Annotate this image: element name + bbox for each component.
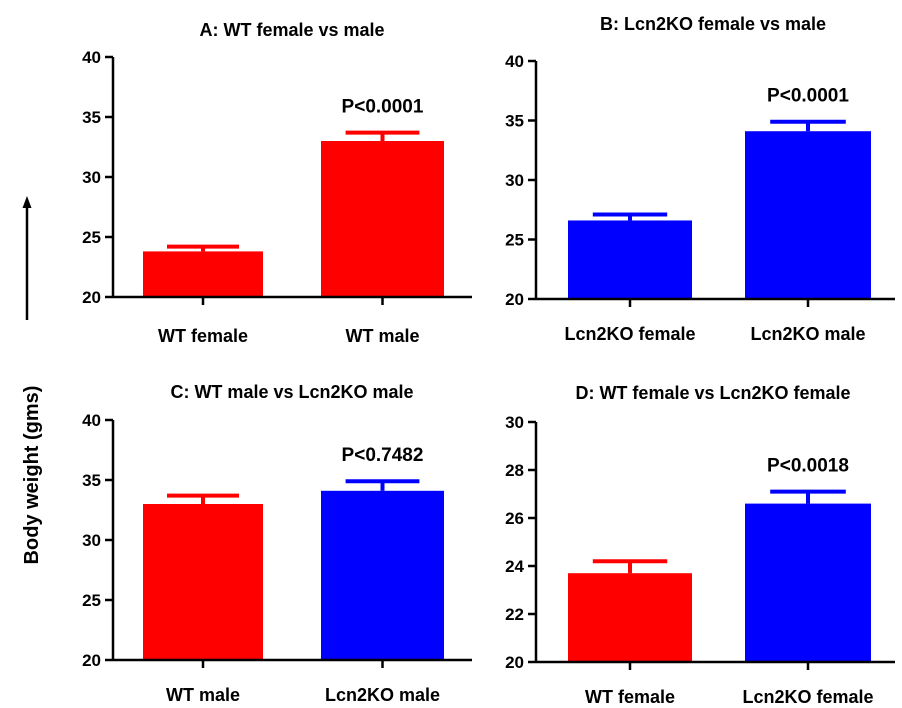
y-tick-label: 30	[82, 168, 101, 187]
y-tick-label: 20	[505, 653, 524, 672]
axes: 20 22 24 26 28 30	[505, 413, 895, 672]
p-value-annotation: P<0.7482	[342, 445, 424, 466]
bar	[745, 503, 871, 662]
y-tick-label: 24	[505, 557, 524, 576]
y-axis-label: Body weight (gms)	[21, 386, 43, 565]
bar	[143, 504, 263, 660]
p-value-annotation: P<0.0001	[342, 97, 424, 118]
axes: 20 25 30 35 40	[82, 48, 472, 307]
category-label: WT female	[585, 687, 675, 707]
panel-a: A: WT female vs male WT female WT male P<0.…	[82, 20, 472, 346]
y-tick-label: 20	[82, 288, 101, 307]
chart-title: B: Lcn2KO female vs male	[600, 14, 826, 34]
y-tick-label: 28	[505, 461, 524, 480]
y-axis-arrow	[22, 196, 32, 320]
chart-title: D: WT female vs Lcn2KO female	[575, 383, 850, 403]
category-label: WT male	[166, 685, 240, 705]
p-value-annotation: P<0.0018	[767, 456, 849, 477]
category-label: Lcn2KO male	[325, 685, 440, 705]
y-tick-label: 20	[82, 651, 101, 670]
bar	[321, 141, 444, 297]
panel-b: B: Lcn2KO female vs male Lcn2KO female Lcn…	[505, 14, 895, 344]
panel-c: C: WT male vs Lcn2KO male WT male Lcn2KO m…	[82, 382, 472, 705]
y-tick-label: 25	[505, 231, 524, 250]
y-tick-label: 35	[82, 471, 101, 490]
y-tick-label: 26	[505, 509, 524, 528]
y-tick-label: 30	[82, 531, 101, 550]
panel-d: D: WT female vs Lcn2KO female WT female Lc…	[505, 383, 895, 707]
category-label: WT male	[345, 326, 419, 346]
bar	[568, 573, 692, 662]
y-tick-label: 20	[505, 290, 524, 309]
bar	[745, 131, 871, 299]
y-tick-label: 40	[82, 48, 101, 67]
y-tick-label: 40	[505, 52, 524, 71]
y-tick-label: 22	[505, 605, 524, 624]
axes: 20 25 30 35 40	[505, 52, 895, 309]
axes: 20 25 30 35 40	[82, 411, 472, 670]
p-value-annotation: P<0.0001	[767, 86, 849, 107]
y-tick-label: 25	[82, 591, 101, 610]
category-label: Lcn2KO female	[564, 324, 695, 344]
y-tick-label: 35	[82, 108, 101, 127]
bar	[143, 251, 263, 297]
bar	[568, 220, 692, 299]
chart-title: A: WT female vs male	[199, 20, 384, 40]
y-tick-label: 30	[505, 171, 524, 190]
y-tick-label: 25	[82, 228, 101, 247]
y-tick-label: 35	[505, 112, 524, 131]
category-label: WT female	[158, 326, 248, 346]
y-tick-label: 30	[505, 413, 524, 432]
chart-title: C: WT male vs Lcn2KO male	[170, 382, 413, 402]
category-label: Lcn2KO male	[750, 324, 865, 344]
y-axis-label-group: Body weight (gms)	[21, 196, 43, 564]
y-tick-label: 40	[82, 411, 101, 430]
category-label: Lcn2KO female	[742, 687, 873, 707]
bar	[321, 490, 444, 660]
